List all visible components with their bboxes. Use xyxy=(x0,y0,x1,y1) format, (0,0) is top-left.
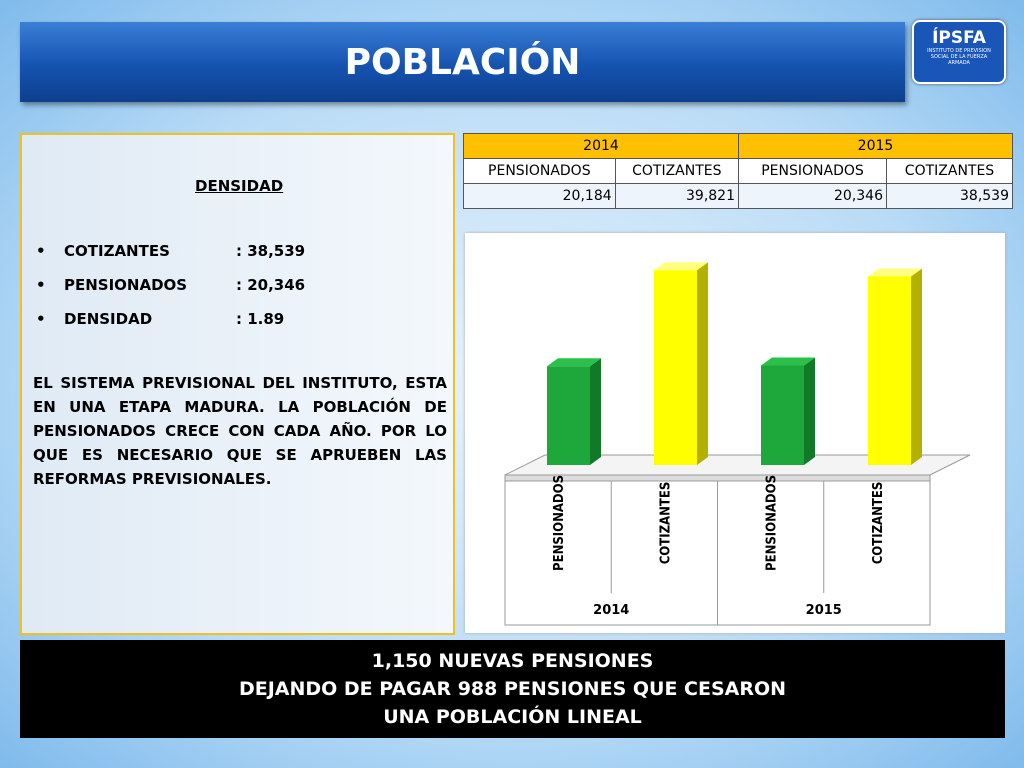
column-header: COTIZANTES xyxy=(614,158,740,184)
bullet-item: • PENSIONADOS : 20,346 xyxy=(36,276,305,294)
item-value: : 20,346 xyxy=(236,276,306,294)
item-label: DENSIDAD xyxy=(64,310,153,328)
bar-top xyxy=(654,262,708,271)
column-header: PENSIONADOS xyxy=(463,158,616,184)
table-cell: 20,346 xyxy=(738,183,887,209)
bar xyxy=(868,276,911,465)
category-label: COTIZANTES xyxy=(871,482,886,565)
category-label: PENSIONADOS xyxy=(765,475,780,571)
floor-edge xyxy=(504,474,931,482)
bullet-item: • DENSIDAD : 1.89 xyxy=(36,310,284,328)
bar xyxy=(654,270,697,465)
logo-text: ÍPSFA xyxy=(932,28,986,48)
bar-top xyxy=(868,268,922,277)
bar-side xyxy=(804,357,815,465)
bar-side xyxy=(590,358,601,465)
table-cell: 38,539 xyxy=(886,183,1013,209)
bullet: • xyxy=(36,242,46,260)
item-label: COTIZANTES xyxy=(64,242,170,260)
paragraph: EL SISTEMA PREVISIONAL DEL INSTITUTO, ES… xyxy=(33,374,447,488)
bullet: • xyxy=(36,276,46,294)
item-value: : 1.89 xyxy=(236,310,285,328)
data-table: 2014 2015 PENSIONADOS COTIZANTES PENSIONADO… xyxy=(463,133,1013,209)
category-label: COTIZANTES xyxy=(658,482,673,565)
logo: ÍPSFA INSTITUTO DE PREVISION SOCIAL DE L… xyxy=(912,20,1006,84)
bar xyxy=(547,366,590,465)
bar-top xyxy=(761,357,815,366)
chart: PENSIONADOS COTIZANTES PENSIONADOS COTIZANT… xyxy=(465,233,1005,633)
title: POBLACIÓN xyxy=(344,41,581,83)
category-label: PENSIONADOS xyxy=(552,475,567,571)
bullet-item: • COTIZANTES : 38,539 xyxy=(36,242,305,260)
column-header: PENSIONADOS xyxy=(738,158,887,184)
bullet: • xyxy=(36,310,46,328)
item-value: : 38,539 xyxy=(236,242,306,260)
bar-side xyxy=(911,268,922,465)
table-cell: 39,821 xyxy=(614,183,740,209)
bar xyxy=(761,365,804,465)
footer: 1,150 NUEVAS PENSIONES DEJANDO DE PAGAR 9… xyxy=(20,640,1005,738)
group-label: 2015 xyxy=(806,603,842,618)
group-label: 2014 xyxy=(593,603,629,618)
text-panel: DENSIDAD EL SISTEMA PREVISIONAL DEL INST… xyxy=(20,133,455,635)
footer-line: UNA POBLACIÓN LINEAL xyxy=(383,706,642,728)
group-header: 2014 xyxy=(463,133,739,159)
column-header: COTIZANTES xyxy=(886,158,1013,184)
footer-line: DEJANDO DE PAGAR 988 PENSIONES QUE CESAR… xyxy=(238,678,787,700)
footer-line: 1,150 NUEVAS PENSIONES xyxy=(371,650,654,672)
logo-caption: INSTITUTO DE PREVISION SOCIAL DE LA FUER… xyxy=(927,48,991,66)
title-bar: POBLACIÓN xyxy=(20,22,905,102)
table-cell: 20,184 xyxy=(463,183,616,209)
bar-top xyxy=(547,358,601,367)
item-label: PENSIONADOS xyxy=(64,276,188,294)
group-header: 2015 xyxy=(738,133,1013,159)
heading: DENSIDAD xyxy=(195,177,284,195)
bar-side xyxy=(697,262,708,465)
